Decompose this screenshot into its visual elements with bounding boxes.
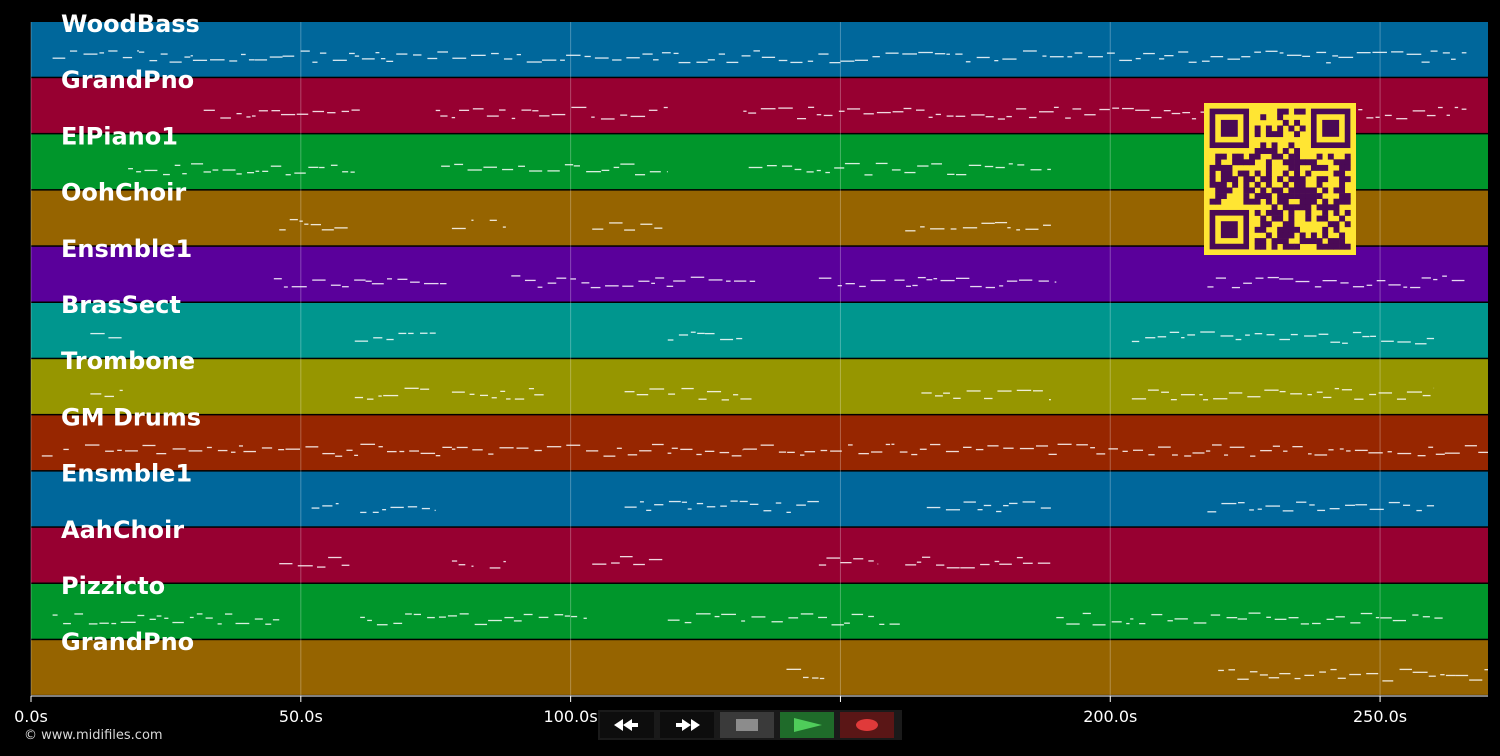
record-icon (856, 719, 878, 731)
track-name-label: AahChoir (61, 516, 184, 544)
track-notes (128, 162, 1051, 176)
track-lane (31, 640, 1488, 695)
rewind-icon (614, 719, 638, 731)
track-name-label: Ensmble1 (61, 460, 192, 488)
track-lane (31, 22, 1488, 77)
track-notes (52, 612, 1443, 626)
track-name-label: WoodBass (61, 10, 200, 38)
record-button[interactable] (840, 712, 894, 738)
stop-icon (736, 719, 758, 731)
transport-controls (598, 710, 902, 740)
track-lane (31, 584, 1488, 639)
track-name-label: GrandPno (61, 66, 194, 94)
track-notes (52, 50, 1467, 64)
copyright-text: © www.midifiles.com (24, 728, 163, 743)
track-name-label: Trombone (61, 347, 195, 375)
track-labels: WoodBass GrandPno ElPiano1 OohChoir Ensmble1… (61, 10, 201, 656)
track-name-label: Ensmble1 (61, 235, 192, 263)
stop-button[interactable] (720, 712, 774, 738)
fast-forward-button[interactable] (660, 712, 714, 738)
track-lane (31, 359, 1488, 414)
play-button[interactable] (780, 712, 834, 738)
time-tick-label: 250.0s (1353, 707, 1407, 726)
play-icon (794, 718, 822, 732)
fast-forward-icon (676, 719, 700, 731)
track-notes (311, 500, 1435, 514)
track-notes (273, 275, 1465, 289)
track-name-label: GrandPno (61, 628, 194, 656)
track-name-label: OohChoir (61, 179, 186, 207)
time-tick-label: 50.0s (279, 707, 323, 726)
time-tick-label: 100.0s (544, 707, 598, 726)
track-notes (279, 555, 1051, 569)
timeline-grid (30, 22, 1381, 696)
time-tick-label: 200.0s (1083, 707, 1137, 726)
time-tick-label: 0.0s (14, 707, 48, 726)
track-name-label: BrasSect (61, 291, 181, 319)
rewind-button[interactable] (600, 712, 654, 738)
track-lane (31, 415, 1488, 471)
qr-code[interactable] (1204, 103, 1356, 255)
track-lane (31, 246, 1488, 302)
track-name-label: ElPiano1 (61, 122, 178, 150)
track-notes (90, 387, 1435, 401)
track-lane (31, 471, 1488, 527)
track-lane (31, 303, 1488, 358)
track-name-label: GM Drums (61, 403, 201, 431)
track-notes (279, 218, 1051, 232)
track-lane (31, 527, 1488, 583)
track-notes (90, 331, 1435, 345)
track-name-label: Pizzicto (61, 572, 165, 600)
track-notes (786, 668, 1488, 682)
note-layer (41, 50, 1488, 682)
track-notes (41, 443, 1488, 457)
